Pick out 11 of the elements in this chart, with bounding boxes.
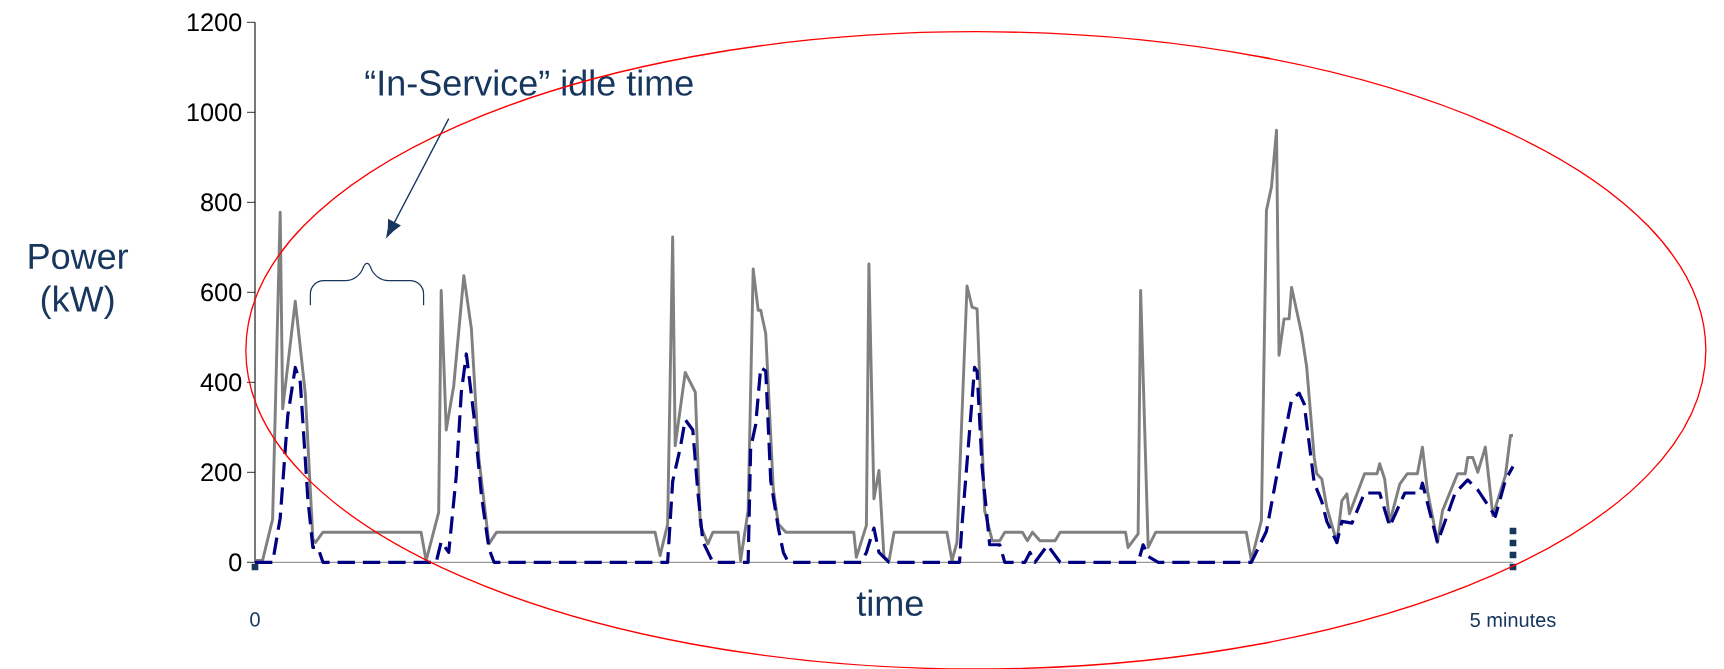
line-series [253,128,1515,562]
y-tick-label: 800 [201,193,242,212]
y-axis-title: Power (kW) [29,243,129,319]
y-tick-label: 200 [201,463,242,482]
y-tick-label: 400 [200,373,242,392]
y-tick-label: 1000 [187,103,242,122]
x-tick-label: 5 minutes [1470,612,1556,627]
y-tick-label: 1200 [187,13,242,32]
y-tick-label: 0 [229,553,242,572]
x-axis-title: time [856,589,923,616]
y-tick-label: 600 [201,283,242,302]
